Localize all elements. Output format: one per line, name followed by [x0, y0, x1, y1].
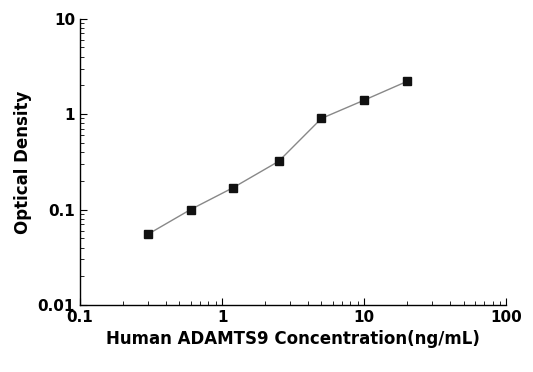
- Y-axis label: Optical Density: Optical Density: [14, 90, 32, 234]
- X-axis label: Human ADAMTS9 Concentration(ng/mL): Human ADAMTS9 Concentration(ng/mL): [106, 330, 480, 349]
